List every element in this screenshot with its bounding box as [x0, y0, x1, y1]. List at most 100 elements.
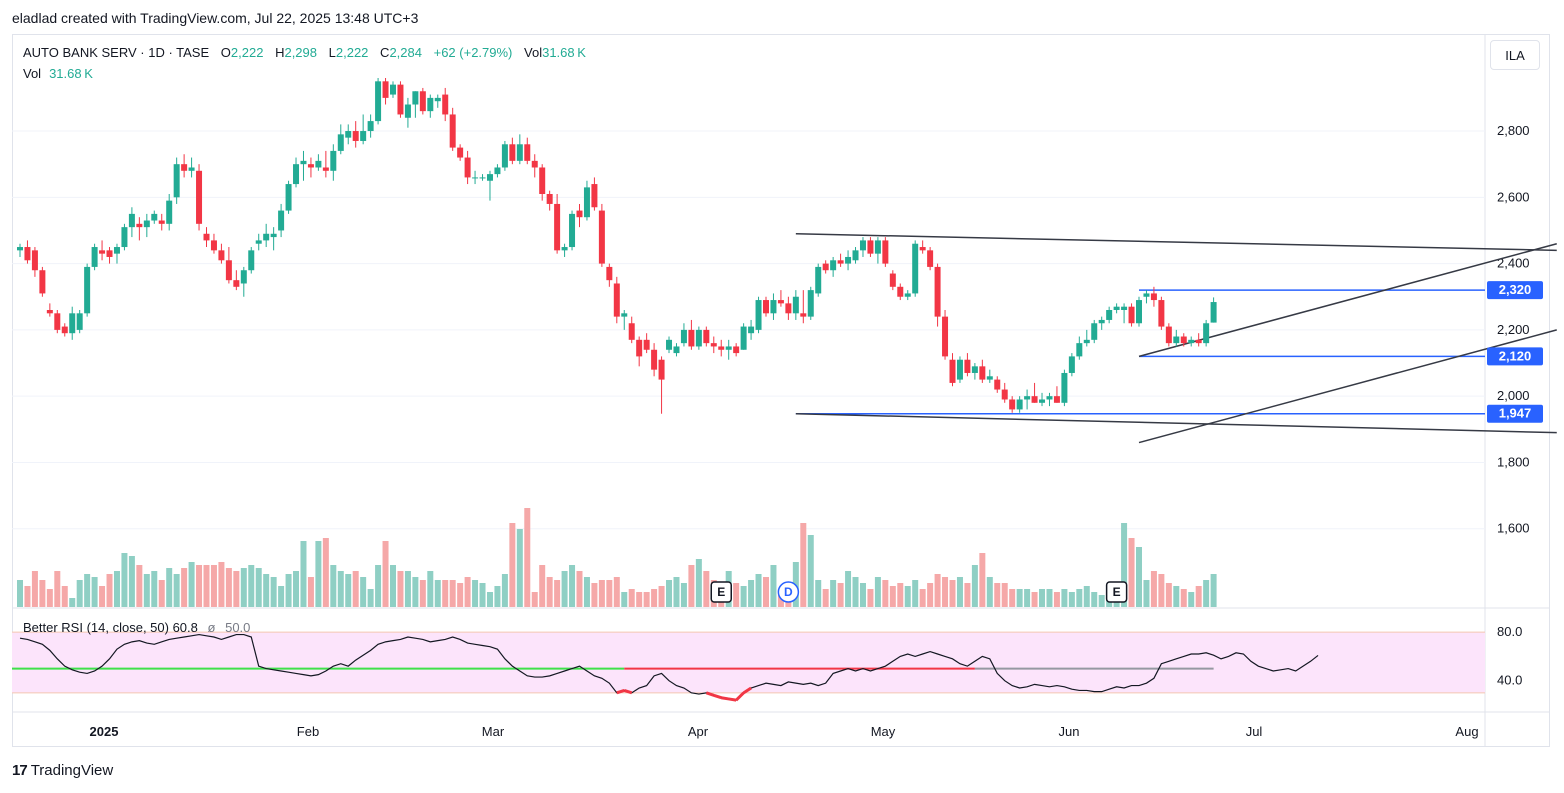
volume-bar [874, 577, 881, 607]
symbol-title[interactable]: AUTO BANK SERV · 1D · TASE [23, 45, 210, 60]
candle-body [561, 247, 568, 251]
candle-body [367, 121, 374, 132]
volume-bar [307, 577, 314, 607]
candle-body [1009, 399, 1016, 410]
candle-body [479, 177, 486, 179]
candle-body [889, 273, 896, 287]
candle-body [718, 346, 725, 350]
candle-body [99, 250, 106, 254]
candle-body [278, 210, 285, 231]
high-value: 2,298 [284, 45, 318, 60]
volume-bar [591, 583, 598, 607]
volume-bar [69, 598, 76, 607]
candle-body [196, 170, 203, 224]
volume-legend[interactable]: Vol 31.68 K [23, 66, 93, 81]
candle-body [1106, 310, 1113, 320]
candle-body [897, 286, 904, 297]
high-label: H [275, 45, 285, 60]
candle-body [1121, 306, 1128, 310]
candle-body [315, 160, 322, 168]
candle-body [934, 266, 941, 317]
candle-body [822, 263, 829, 271]
candle-body [606, 266, 613, 281]
rsi-legend-label: Better RSI (14, close, 50) [23, 620, 169, 635]
volume-bar [770, 565, 777, 607]
volume-bar [949, 580, 956, 607]
candle-body [740, 326, 747, 350]
candle-body [188, 167, 195, 171]
volume-bar [54, 571, 61, 607]
y-tick-label: 2,800 [1497, 123, 1530, 138]
candle-body [218, 250, 225, 261]
volume-bar [39, 580, 46, 607]
candle-body [703, 329, 710, 344]
candle-body [710, 343, 717, 347]
candle-body [1165, 326, 1172, 344]
candle-body [874, 240, 881, 254]
candle-body [442, 94, 449, 115]
volume-bar [285, 574, 292, 607]
candle-body [725, 346, 732, 350]
volume-bar [942, 577, 949, 607]
candle-body [777, 300, 784, 304]
volume-bar [919, 589, 926, 607]
volume-bar [46, 589, 53, 607]
candle-body [113, 247, 120, 254]
candle-body [658, 359, 665, 380]
candle-body [1068, 356, 1075, 373]
candle-body [927, 250, 934, 267]
candle-body [69, 313, 76, 334]
volume-bar [1061, 589, 1068, 607]
volume-bar [210, 565, 217, 607]
volume-bar [300, 541, 307, 607]
volume-bar [1046, 589, 1053, 607]
volume-bar [240, 568, 247, 607]
volume-bar [912, 580, 919, 607]
volume-bar [628, 589, 635, 607]
candle-body [695, 329, 702, 347]
rsi-legend[interactable]: Better RSI (14, close, 50) 60.8 ø 50.0 [23, 620, 250, 635]
volume-label: Vol [524, 45, 543, 60]
volume-bar [330, 565, 337, 607]
tradingview-logo-icon[interactable]: 17 [12, 762, 28, 779]
symbol-legend: AUTO BANK SERV · 1D · TASE O2,222 H2,298… [23, 45, 586, 60]
earnings-marker-label: E [1113, 585, 1121, 599]
volume-bar [1016, 589, 1023, 607]
volume-bar [613, 577, 620, 607]
volume-bar [651, 589, 658, 607]
candle-body [554, 203, 561, 251]
volume-bar [61, 586, 68, 607]
candle-body [300, 160, 307, 165]
candle-body [1061, 372, 1068, 403]
volume-bar [1210, 574, 1217, 607]
volume-bar [755, 574, 762, 607]
candle-body [449, 114, 456, 148]
candle-body [949, 359, 956, 383]
candle-body [628, 323, 635, 340]
volume-bar [113, 571, 120, 607]
candle-body [770, 300, 777, 314]
trendline [1138, 329, 1557, 444]
candle-body [1210, 302, 1217, 323]
chart-frame [12, 34, 1550, 747]
volume-bar [352, 571, 359, 607]
dividend-marker-label: D [784, 585, 793, 599]
volume-bar [554, 580, 561, 607]
candle-body [986, 376, 993, 380]
footer-brand[interactable]: TradingView [30, 762, 114, 779]
volume-bar [971, 565, 978, 607]
candle-body [360, 131, 367, 141]
volume-bar [524, 508, 531, 607]
earnings-marker-label: E [717, 585, 725, 599]
candle-body [1195, 339, 1202, 344]
currency-button[interactable]: ILA [1490, 40, 1540, 70]
volume-bar [822, 589, 829, 607]
volume-bar [181, 568, 188, 607]
volume-bar [255, 568, 262, 607]
candle-body [248, 250, 255, 271]
earnings-marker-icon [710, 581, 732, 603]
volume-bar [621, 592, 628, 607]
volume-legend-label: Vol [23, 66, 42, 81]
volume-bar [576, 571, 583, 607]
